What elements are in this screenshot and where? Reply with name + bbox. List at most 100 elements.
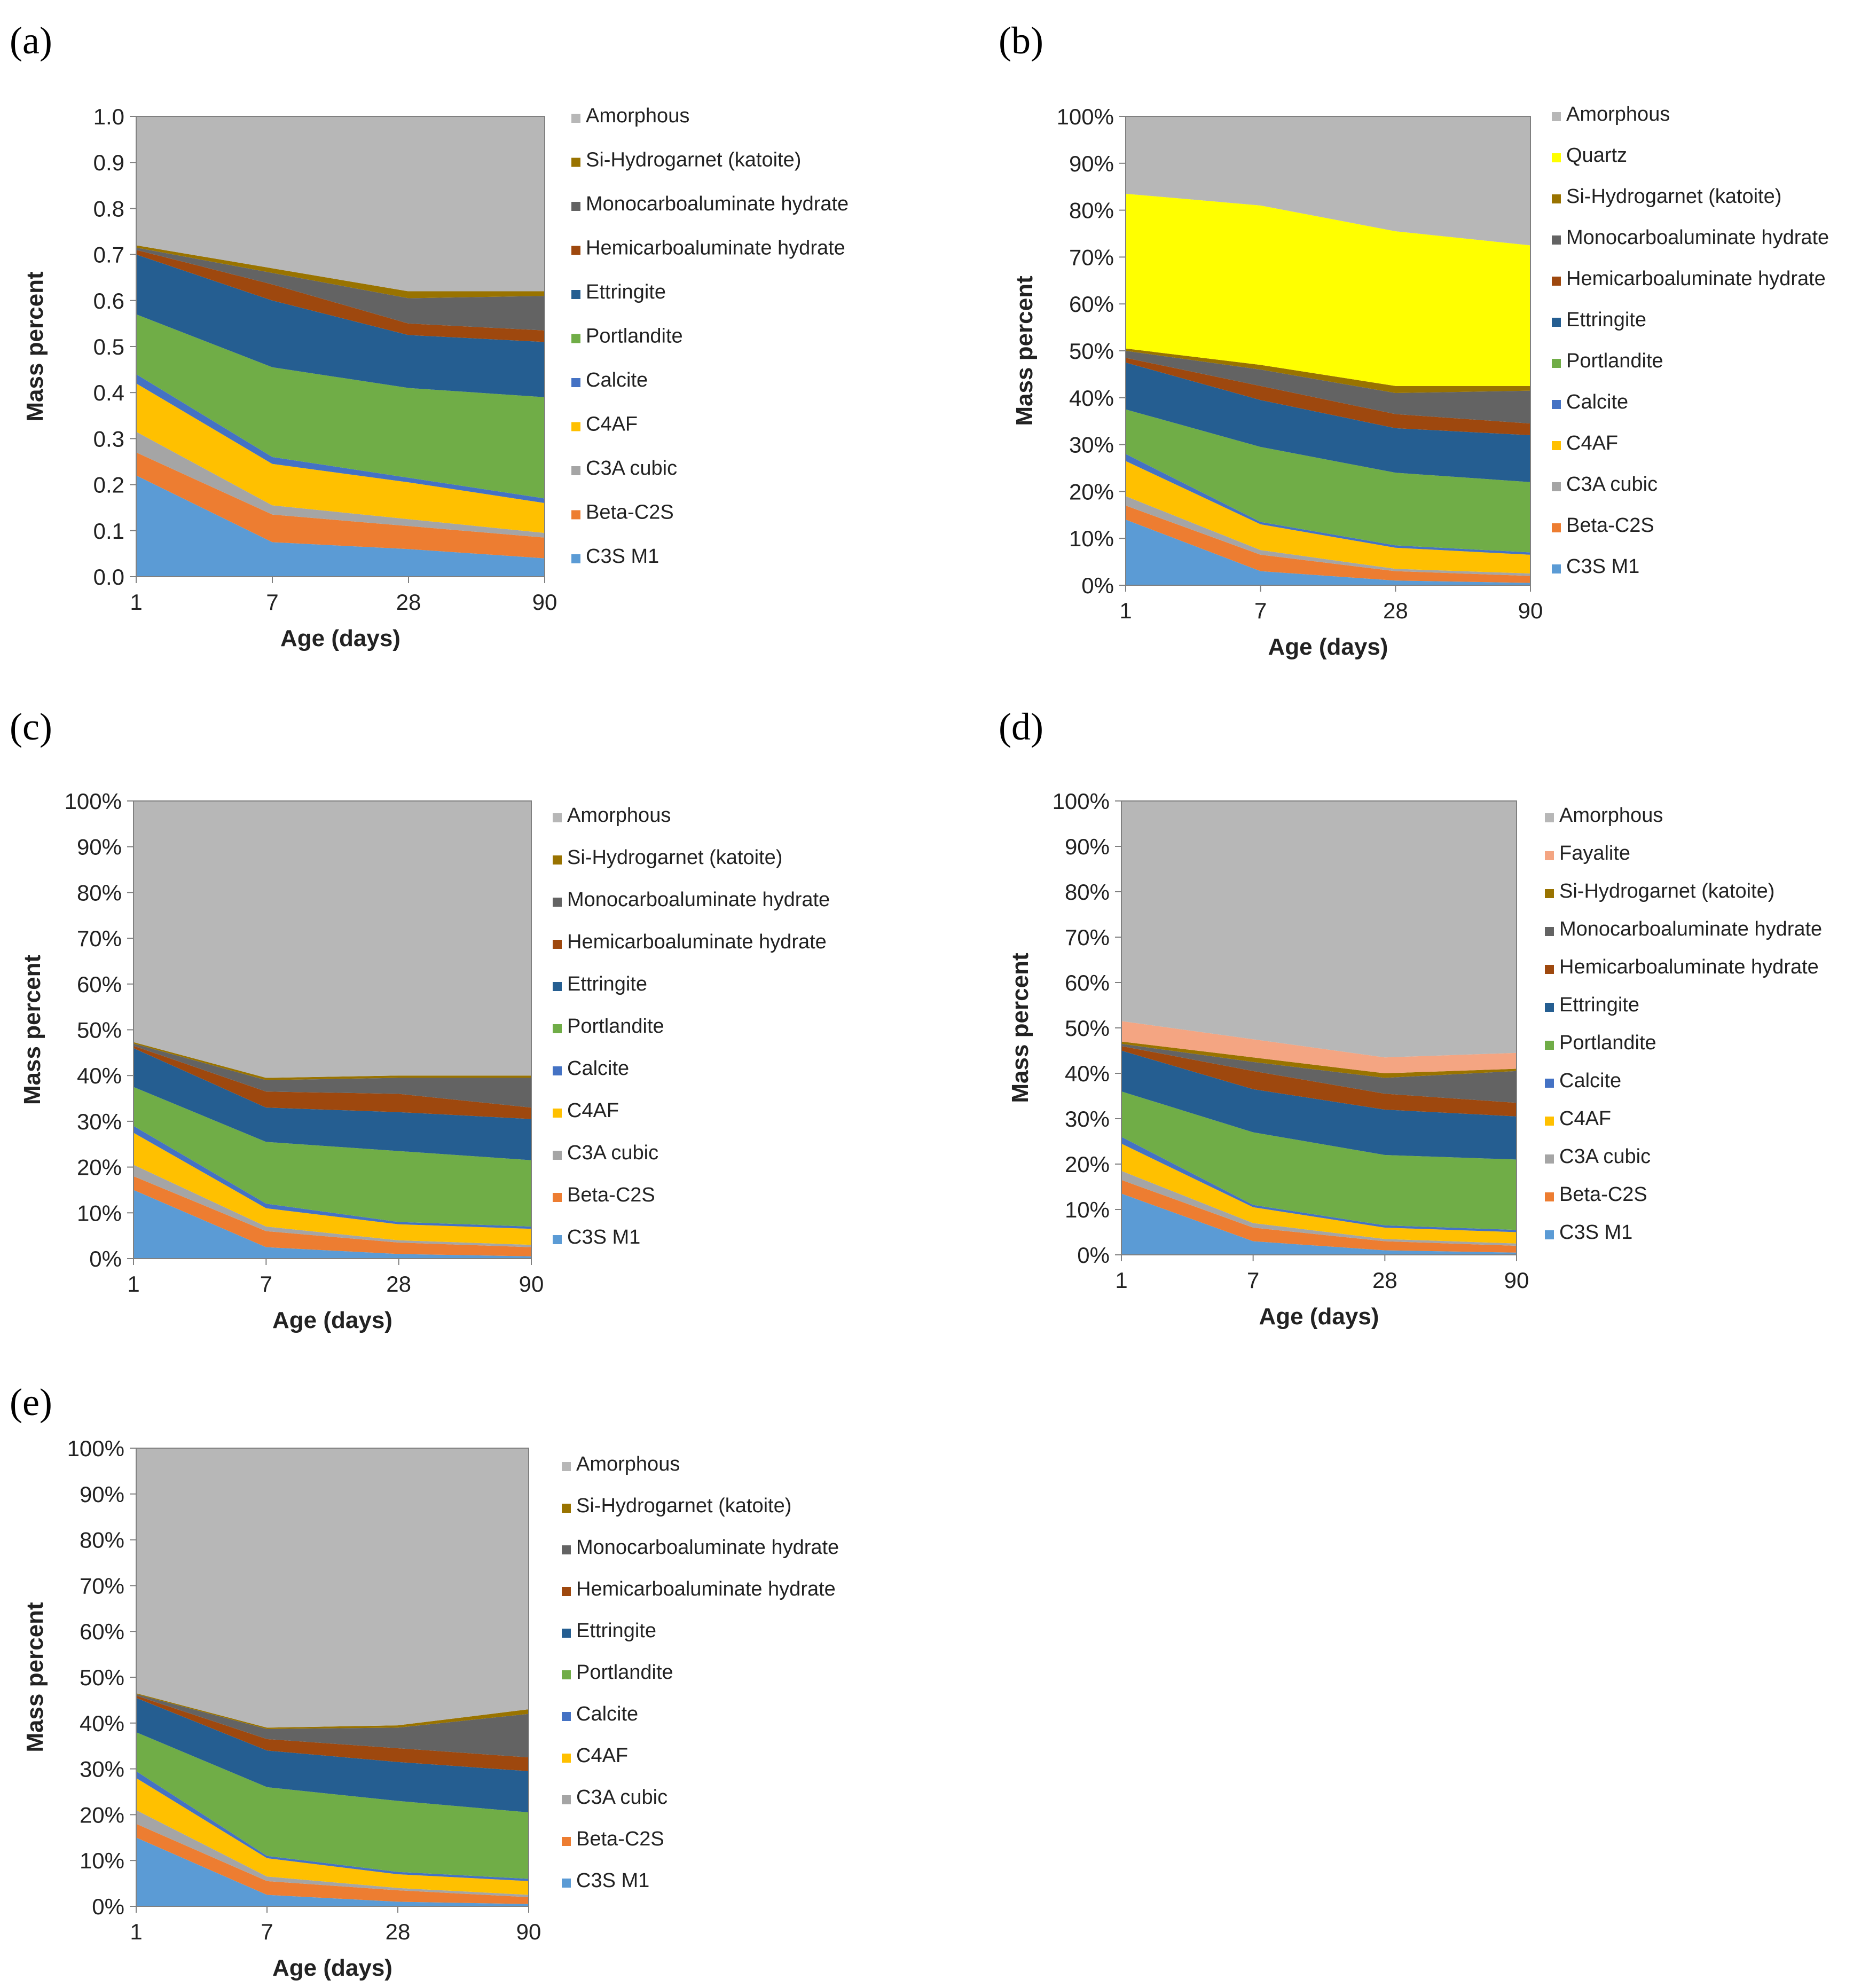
legend-swatch-c3s-m1 — [1552, 564, 1561, 573]
area-monocarboaluminate-hydrate — [136, 1694, 529, 1758]
y-tick-label: 0% — [1077, 1243, 1110, 1268]
legend-swatch-calcite — [1552, 400, 1561, 409]
chart-panel-d: (d) 0% 10% 20% 30% 40% 50% 60% 70% 80% 90% 100% 1 7 28… — [999, 705, 1822, 1330]
y-tick-label: 40% — [80, 1711, 124, 1736]
panel-label: (c) — [10, 705, 52, 748]
legend-label-beta-c2s: Beta-C2S — [586, 501, 674, 524]
x-axis-title: Age (days) — [280, 625, 400, 651]
x-tick-label: 90 — [1504, 1268, 1529, 1293]
legend: Amorphous Si-Hydrogarnet (katoite) Monocar… — [562, 1453, 839, 1892]
y-axis-title: Mass percent — [1011, 276, 1038, 426]
y-tick-label: 90% — [1065, 834, 1110, 859]
y-tick-label: 90% — [1069, 151, 1114, 176]
x-tick-label: 1 — [1119, 598, 1132, 623]
legend-label-ettringite: Ettringite — [576, 1620, 656, 1642]
legend-label-portlandite: Portlandite — [567, 1015, 664, 1038]
legend-swatch-hemicarboaluminate-hydrate — [1552, 277, 1561, 286]
area-beta-c2s — [1126, 505, 1530, 583]
area-hemicarboaluminate-hydrate — [1126, 358, 1530, 436]
legend-swatch-calcite — [553, 1066, 562, 1075]
legend-swatch-beta-c2s — [571, 510, 580, 520]
y-tick-label: 100% — [65, 789, 122, 814]
legend-swatch-ettringite — [1545, 1003, 1554, 1012]
legend-swatch-c4af — [571, 422, 580, 431]
legend-swatch-c3s-m1 — [571, 554, 580, 563]
area-amorphous — [1126, 116, 1530, 246]
x-tick-label: 1 — [1115, 1268, 1127, 1293]
area-c3a-cubic — [1126, 496, 1530, 576]
y-axis-title: Mass percent — [22, 271, 48, 422]
legend: Amorphous Quartz Si-Hydrogarnet (katoite) M… — [1552, 103, 1829, 578]
legend-swatch-hemicarboaluminate-hydrate — [1545, 965, 1554, 974]
area-hemicarboaluminate-hydrate — [134, 1046, 531, 1119]
legend-swatch-c3a-cubic — [562, 1795, 571, 1804]
area-si-hydrogarnet-katoite — [134, 1042, 531, 1080]
area-monocarboaluminate-hydrate — [134, 1043, 531, 1108]
legend-label-portlandite: Portlandite — [1566, 350, 1663, 372]
chart-panel-e: (e) 0% 10% 20% 30% 40% 50% 60% 70% 80% 90% 100% 1 7 28… — [10, 1381, 839, 1981]
legend-label-c4af: C4AF — [1566, 432, 1618, 454]
y-tick-label: 0% — [1081, 573, 1114, 598]
y-tick-label: 10% — [1069, 526, 1114, 551]
y-tick-label: 0.0 — [93, 564, 124, 590]
legend-swatch-beta-c2s — [562, 1837, 571, 1846]
legend-label-portlandite: Portlandite — [576, 1661, 673, 1684]
area-si-hydrogarnet-katoite — [1126, 348, 1530, 394]
legend-swatch-ettringite — [571, 290, 580, 299]
chart-panel-a: (a) 0.0 0.1 0.2 0.3 0.4 0.5 0.6 0.7 0.8 0.9 1.0 1 7 28… — [10, 19, 849, 651]
area-monocarboaluminate-hydrate — [1126, 351, 1530, 424]
legend-swatch-c3s-m1 — [1545, 1230, 1554, 1239]
legend-swatch-calcite — [571, 378, 580, 387]
legend-swatch-c4af — [562, 1754, 571, 1763]
y-tick-label: 0.1 — [93, 518, 124, 544]
area-ettringite — [136, 254, 545, 397]
y-tick-label: 40% — [1069, 386, 1114, 411]
legend-label-calcite: Calcite — [567, 1057, 629, 1080]
area-beta-c2s — [136, 452, 545, 559]
legend-label-c3s-m1: C3S M1 — [586, 545, 659, 568]
y-tick-label: 70% — [80, 1573, 124, 1598]
legend-label-si-hydrogarnet-katoite: Si-Hydrogarnet (katoite) — [576, 1495, 791, 1517]
legend-swatch-c4af — [1545, 1117, 1554, 1126]
legend-swatch-beta-c2s — [553, 1193, 562, 1202]
legend-label-beta-c2s: Beta-C2S — [1566, 514, 1654, 537]
y-tick-label: 0.3 — [93, 426, 124, 451]
legend-swatch-ettringite — [562, 1629, 571, 1638]
legend-swatch-si-hydrogarnet-katoite — [553, 855, 562, 865]
y-tick-label: 50% — [1065, 1016, 1110, 1041]
legend-label-hemicarboaluminate-hydrate: Hemicarboaluminate hydrate — [1566, 268, 1826, 290]
area-hemicarboaluminate-hydrate — [136, 249, 545, 342]
y-tick-label: 30% — [1065, 1106, 1110, 1131]
legend-label-c3s-m1: C3S M1 — [576, 1869, 649, 1892]
area-c3a-cubic — [136, 431, 545, 538]
legend-swatch-monocarboaluminate-hydrate — [1545, 927, 1554, 936]
legend-label-si-hydrogarnet-katoite: Si-Hydrogarnet (katoite) — [586, 149, 801, 171]
legend-swatch-hemicarboaluminate-hydrate — [562, 1587, 571, 1596]
panel-label: (b) — [999, 19, 1043, 62]
legend-label-c3a-cubic: C3A cubic — [1566, 473, 1658, 496]
area-hemicarboaluminate-hydrate — [1121, 1046, 1517, 1117]
y-tick-label: 100% — [67, 1436, 124, 1461]
area-amorphous — [136, 116, 545, 292]
y-tick-label: 20% — [77, 1155, 122, 1180]
legend-label-c4af: C4AF — [1559, 1107, 1611, 1130]
area-ettringite — [134, 1048, 531, 1160]
area-amorphous — [134, 801, 531, 1078]
y-tick-label: 0.7 — [93, 242, 124, 268]
area-portlandite — [1121, 1091, 1517, 1230]
legend-swatch-amorphous — [1545, 813, 1554, 822]
x-tick-label: 90 — [519, 1271, 544, 1296]
legend: Amorphous Fayalite Si-Hydrogarnet (katoite… — [1545, 804, 1822, 1244]
legend-swatch-amorphous — [553, 813, 562, 822]
panel-label: (a) — [10, 19, 52, 62]
legend-label-amorphous: Amorphous — [1566, 103, 1670, 125]
y-tick-label: 0.4 — [93, 380, 124, 405]
y-tick-label: 80% — [80, 1528, 124, 1553]
legend-label-c3a-cubic: C3A cubic — [567, 1142, 658, 1164]
area-si-hydrogarnet-katoite — [136, 1693, 529, 1729]
y-tick-label: 90% — [80, 1482, 124, 1507]
legend-swatch-si-hydrogarnet-katoite — [1545, 889, 1554, 898]
area-ettringite — [1126, 362, 1530, 482]
legend-swatch-ettringite — [1552, 318, 1561, 327]
y-tick-label: 0.9 — [93, 150, 124, 175]
